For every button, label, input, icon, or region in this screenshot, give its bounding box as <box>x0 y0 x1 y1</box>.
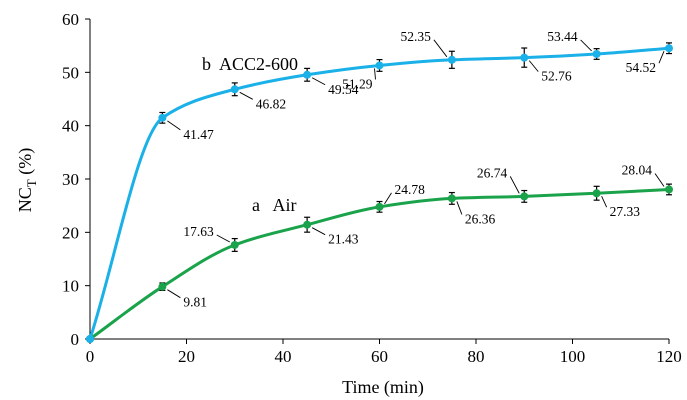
data-label: 51.29 <box>342 76 373 91</box>
series-label-air: a Air <box>252 195 297 215</box>
label-leader <box>654 173 665 187</box>
label-leader <box>456 201 463 215</box>
data-label: 26.36 <box>465 211 496 226</box>
data-label: 41.47 <box>183 127 214 142</box>
data-label: 28.04 <box>622 162 653 177</box>
y-tick-label: 20 <box>62 223 79 242</box>
data-point <box>375 202 384 211</box>
label-leader <box>433 39 448 58</box>
data-label: 46.82 <box>256 96 286 111</box>
series-1 <box>86 42 673 343</box>
y-axis-label-main: NC <box>15 187 35 212</box>
label-leader <box>509 176 520 194</box>
data-point <box>86 335 94 343</box>
label-leader <box>216 234 230 243</box>
label-leader <box>384 192 392 205</box>
series-0 <box>86 183 673 343</box>
y-tick-label: 10 <box>62 277 79 296</box>
data-point <box>665 185 673 194</box>
data-label: 9.81 <box>183 295 207 310</box>
label-leader <box>601 196 608 208</box>
data-label: 52.76 <box>541 69 572 84</box>
tick-labels: 0 20 40 60 80 100 120 0 10 20 30 40 50 60 <box>62 10 682 366</box>
x-tick-label: 0 <box>86 347 95 366</box>
data-point <box>230 240 239 249</box>
x-tick-label: 100 <box>560 347 586 366</box>
data-label: 21.43 <box>328 232 359 247</box>
x-tick-label: 20 <box>178 347 195 366</box>
data-label: 24.78 <box>395 182 426 197</box>
data-point <box>375 61 384 70</box>
y-tick-label: 50 <box>62 63 79 82</box>
label-leader <box>167 120 181 131</box>
data-point <box>665 44 673 53</box>
data-point <box>447 55 456 64</box>
data-label: 54.52 <box>626 60 656 75</box>
data-label: 53.44 <box>547 29 578 44</box>
data-point <box>303 220 312 229</box>
label-leader <box>528 60 539 72</box>
x-tick-label: 120 <box>656 347 682 366</box>
label-leader <box>239 91 253 100</box>
series-line <box>88 46 670 340</box>
data-point <box>520 53 529 62</box>
label-leader <box>658 51 665 64</box>
axes <box>85 18 670 344</box>
data-point <box>520 192 529 201</box>
y-tick-label: 60 <box>62 10 79 29</box>
data-point <box>158 113 167 122</box>
y-tick-label: 30 <box>62 170 79 189</box>
x-tick-label: 60 <box>371 347 388 366</box>
data-point <box>592 49 601 58</box>
label-leader <box>167 289 181 299</box>
data-label: 26.74 <box>477 165 508 180</box>
data-label: 17.63 <box>183 224 214 239</box>
data-label: 49.54 <box>328 82 359 97</box>
data-label: 52.35 <box>401 29 432 44</box>
label-leader <box>311 227 326 236</box>
x-tick-label: 80 <box>468 347 485 366</box>
y-axis-label: NCT (%) <box>15 148 39 212</box>
x-axis-label: Time (min) <box>342 377 424 398</box>
label-leader <box>580 39 592 52</box>
data-point <box>447 194 456 203</box>
y-axis-label-sub: T <box>24 179 39 187</box>
series-layer <box>86 42 673 343</box>
data-point <box>303 70 312 79</box>
y-tick-label: 40 <box>62 117 79 136</box>
data-point <box>230 85 239 94</box>
label-leader <box>374 68 376 80</box>
data-labels-layer: 9.81 17.63 21.43 24.78 26.36 26.74 27.33 28.04 4… <box>167 29 665 310</box>
label-leader <box>311 77 326 86</box>
x-tick-label: 40 <box>275 347 292 366</box>
y-axis-label-unit: (%) <box>15 148 36 179</box>
data-point <box>592 189 601 198</box>
y-tick-label: 0 <box>71 330 80 349</box>
data-label: 27.33 <box>610 204 641 219</box>
series-label-acc2-600: b ACC2-600 <box>202 54 298 74</box>
data-point <box>158 282 167 291</box>
